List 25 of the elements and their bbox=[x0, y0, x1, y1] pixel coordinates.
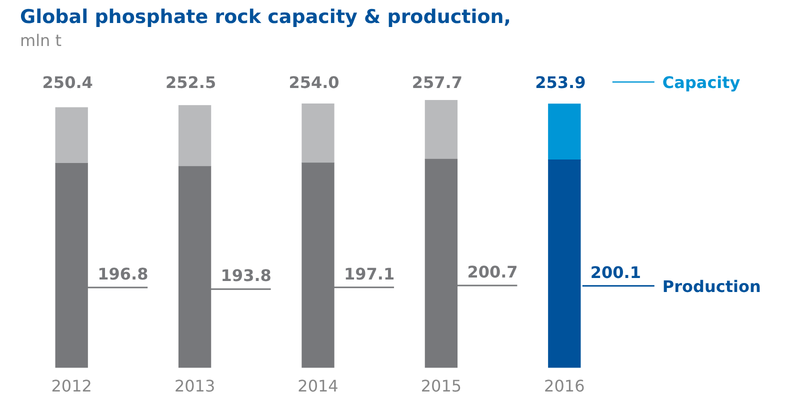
x-tick-label: 2012 bbox=[51, 376, 92, 396]
chart-title: Global phosphate rock capacity & production, bbox=[20, 6, 512, 28]
total-label: 253.9 bbox=[535, 73, 586, 92]
legend-label: Capacity bbox=[662, 73, 741, 92]
bar bbox=[178, 105, 212, 167]
bar bbox=[55, 107, 88, 164]
data-label: 197.1 bbox=[344, 264, 395, 284]
total-label: 252.5 bbox=[165, 73, 216, 92]
data-label: 196.8 bbox=[98, 264, 148, 284]
data-label: 200.1 bbox=[590, 262, 642, 282]
total-label: 257.7 bbox=[412, 73, 463, 92]
total-label: 254.0 bbox=[288, 73, 340, 92]
x-tick-label: 2014 bbox=[298, 376, 338, 396]
x-tick-label: 2016 bbox=[544, 376, 585, 396]
bar bbox=[548, 104, 581, 160]
bar bbox=[548, 160, 581, 368]
chart-subtitle: mln t bbox=[20, 31, 62, 50]
x-tick-label: 2013 bbox=[174, 376, 216, 396]
data-label: 193.8 bbox=[220, 266, 272, 286]
data-label: 200.7 bbox=[467, 262, 518, 282]
total-label: 250.4 bbox=[42, 73, 93, 92]
x-tick-label: 2015 bbox=[420, 376, 462, 396]
bar bbox=[424, 100, 458, 160]
text: Production bbox=[662, 276, 761, 296]
bar bbox=[302, 104, 334, 164]
